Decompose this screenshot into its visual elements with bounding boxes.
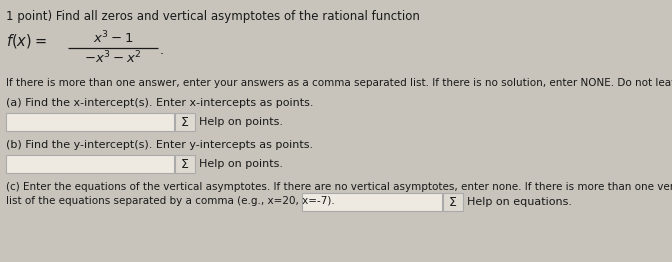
Text: $f(x)=$: $f(x)=$ bbox=[6, 32, 46, 50]
Bar bbox=[6, 155, 174, 173]
Text: 1 point) Find all zeros and vertical asymptotes of the rational function: 1 point) Find all zeros and vertical asy… bbox=[6, 10, 420, 23]
Text: list of the equations separated by a comma (e.g., x=20, x=-7).: list of the equations separated by a com… bbox=[6, 196, 335, 206]
Bar bbox=[443, 193, 463, 211]
Text: Σ: Σ bbox=[449, 195, 457, 209]
Text: .: . bbox=[160, 44, 164, 57]
Bar bbox=[302, 193, 442, 211]
Bar bbox=[175, 155, 195, 173]
Bar bbox=[6, 113, 174, 131]
Text: $-x^3-x^2$: $-x^3-x^2$ bbox=[84, 50, 142, 67]
Text: If there is more than one answer, enter your answers as a comma separated list. : If there is more than one answer, enter … bbox=[6, 78, 672, 88]
Text: Help on equations.: Help on equations. bbox=[467, 197, 572, 207]
Text: (c) Enter the equations of the vertical asymptotes. If there are no vertical asy: (c) Enter the equations of the vertical … bbox=[6, 182, 672, 192]
Text: Σ: Σ bbox=[181, 157, 189, 171]
Text: Help on points.: Help on points. bbox=[199, 117, 283, 127]
Text: (b) Find the y-intercept(s). Enter y-intercepts as points.: (b) Find the y-intercept(s). Enter y-int… bbox=[6, 140, 313, 150]
Bar bbox=[175, 113, 195, 131]
Text: Σ: Σ bbox=[181, 116, 189, 128]
Text: Help on points.: Help on points. bbox=[199, 159, 283, 169]
Text: $x^3-1$: $x^3-1$ bbox=[93, 30, 133, 47]
Text: (a) Find the x-intercept(s). Enter x-intercepts as points.: (a) Find the x-intercept(s). Enter x-int… bbox=[6, 98, 314, 108]
